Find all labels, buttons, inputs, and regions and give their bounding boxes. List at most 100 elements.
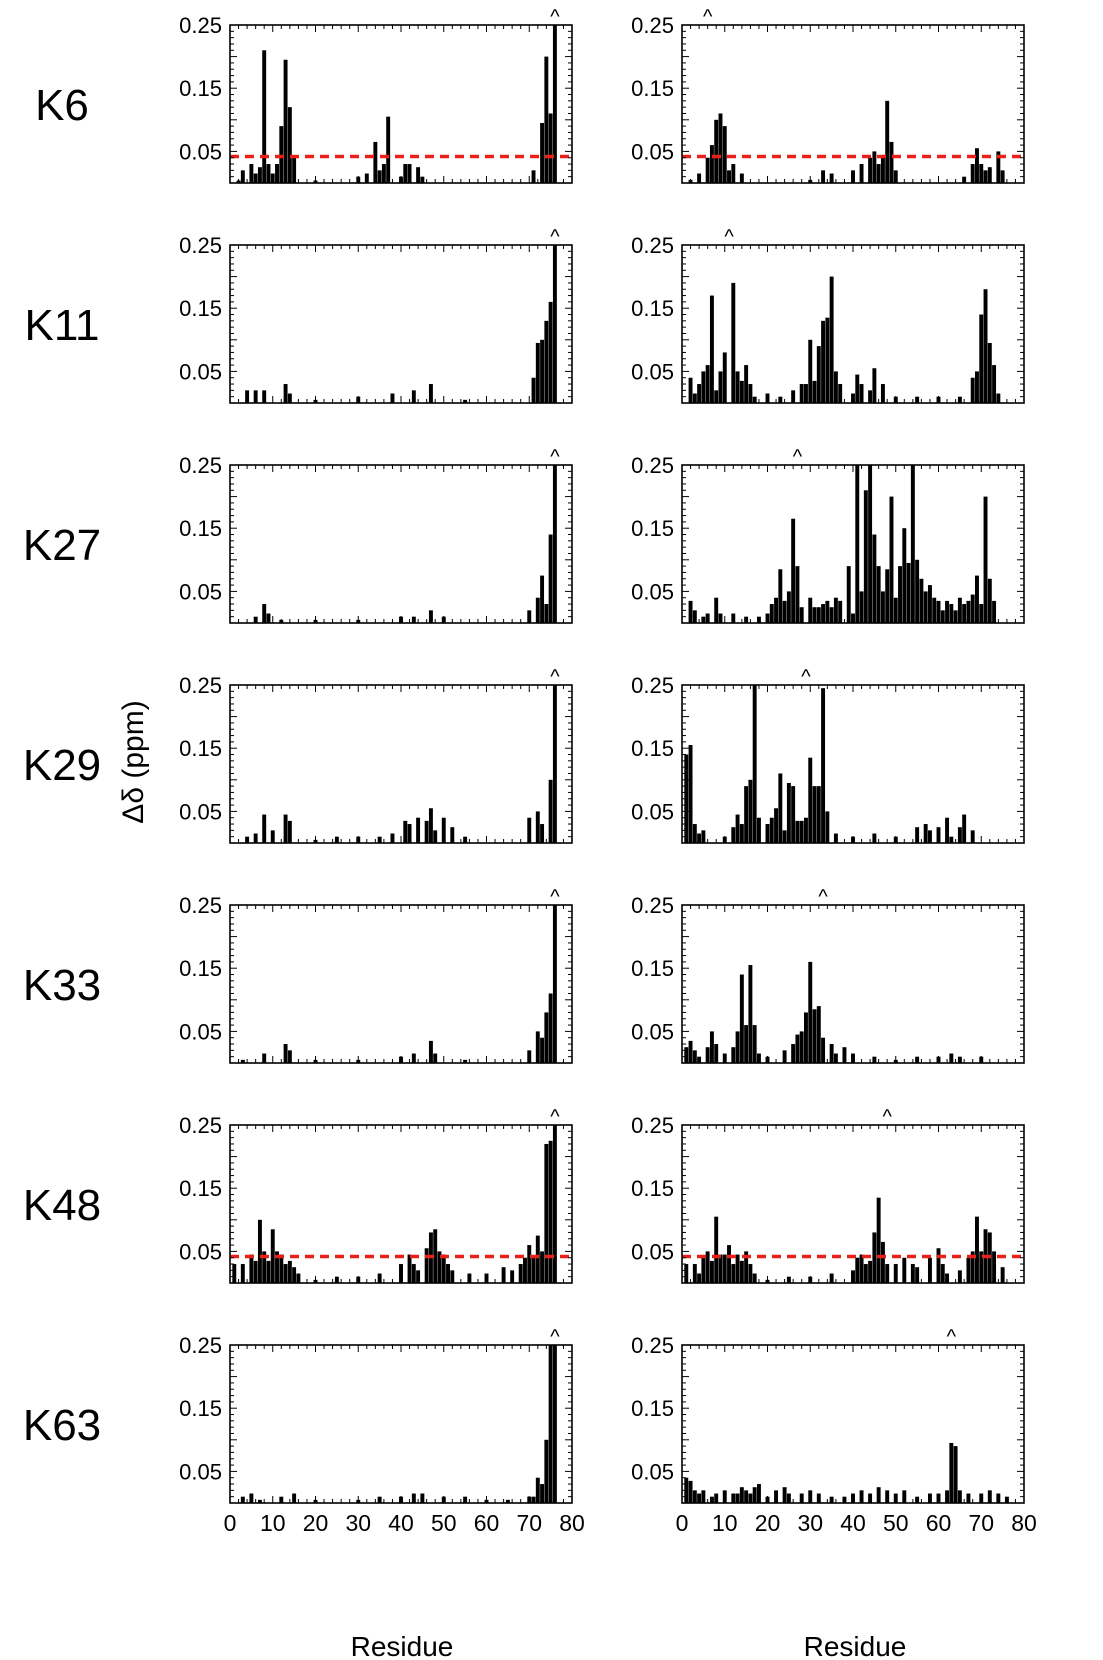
mutation-site-marker: ^: [703, 6, 713, 28]
bar-residue-27: [795, 1034, 800, 1063]
bar-residue-68: [518, 1264, 523, 1283]
bar-residue-9: [266, 1260, 271, 1283]
bar-residue-62: [945, 817, 950, 843]
bar-residue-2: [688, 745, 693, 843]
bar-residue-2: [688, 377, 693, 403]
bar-residue-46: [876, 1487, 881, 1503]
bar-residue-33: [821, 170, 826, 183]
bar-residue-66: [962, 814, 967, 843]
bar-residue-44: [868, 390, 873, 403]
bar-residue-37: [386, 116, 391, 183]
y-tick-label: 0.15: [179, 1176, 222, 1201]
chart-panel-k27-right: 0.25 0.15 0.05 ^: [631, 446, 1025, 624]
bar-residue-8: [262, 1251, 267, 1283]
bar-residue-63: [949, 1053, 954, 1063]
bar-residue-70: [979, 604, 984, 623]
bar-residue-28: [799, 820, 804, 843]
bar-residue-76: [552, 905, 557, 1063]
bar-residue-9: [266, 613, 271, 623]
bar-residue-2: [688, 1040, 693, 1063]
bar-residue-72: [987, 342, 992, 403]
bar-residue-12: [731, 1264, 736, 1283]
bar-residue-14: [739, 173, 744, 183]
x-axis-label-left: Residue: [351, 1631, 454, 1660]
bar-residue-70: [979, 164, 984, 183]
y-tick-label: 0.25: [179, 1113, 222, 1138]
bar-residue-55: [463, 399, 468, 403]
bar-residue-71: [983, 496, 988, 623]
bar-residue-36: [833, 1053, 838, 1063]
bar-residue-43: [411, 1264, 416, 1283]
y-tick-label: 0.05: [179, 799, 222, 824]
y-tick-label: 0.15: [631, 1176, 674, 1201]
bar-residue-44: [868, 465, 873, 623]
bar-residue-30: [808, 757, 813, 843]
bar-residue-15: [744, 616, 749, 623]
bar-residue-3: [240, 170, 245, 183]
bar-residue-52: [902, 528, 907, 623]
row-label-k33: K33: [23, 961, 101, 1010]
bar-residue-6: [705, 1047, 710, 1063]
bar-residue-47: [428, 808, 433, 843]
bar-residue-42: [859, 591, 864, 623]
bar-residue-65: [957, 1270, 962, 1283]
bar-residue-60: [936, 1248, 941, 1283]
bar-residue-14: [287, 393, 292, 403]
bar-residue-35: [829, 607, 834, 623]
chart-panel-k29-right: 0.25 0.15 0.05 ^: [631, 666, 1025, 844]
bar-residue-73: [540, 1484, 545, 1503]
bar-residue-8: [262, 50, 267, 183]
bar-residue-75: [548, 1140, 553, 1283]
bar-residue-71: [983, 289, 988, 403]
row-label-k48: K48: [23, 1181, 101, 1230]
bar-residue-31: [812, 607, 817, 623]
y-tick-label: 0.25: [631, 1113, 674, 1138]
bar-residue-45: [872, 368, 877, 403]
bar-residue-21: [769, 604, 774, 623]
mutation-site-marker: ^: [793, 446, 803, 468]
bar-residue-26: [791, 786, 796, 843]
bar-residue-69: [975, 371, 979, 403]
bar-residue-16: [748, 965, 753, 1063]
bar-residue-65: [957, 827, 962, 843]
bar-residue-56: [919, 578, 924, 623]
bar-residue-2: [688, 1480, 693, 1503]
bar-residue-3: [240, 1264, 245, 1283]
bar-residue-35: [377, 170, 382, 183]
bar-residue-32: [816, 786, 821, 843]
bar-residue-32: [816, 1493, 821, 1503]
chart-panel-k11-left: K11 0.25 0.15 0.05 ^: [24, 226, 573, 404]
bar-residue-45: [872, 1056, 877, 1063]
bar-residue-71: [531, 1496, 536, 1503]
plot-frame: [681, 1344, 1025, 1504]
bar-residue-8: [262, 604, 267, 623]
bar-residue-47: [880, 1241, 885, 1283]
y-tick-label: 0.25: [631, 13, 674, 38]
bar-residue-47: [880, 384, 885, 403]
bar-residue-23: [778, 396, 783, 403]
bar-residue-16: [748, 779, 753, 843]
bar-residue-15: [744, 1025, 749, 1063]
y-tick-label: 0.25: [631, 453, 674, 478]
bar-residue-42: [407, 824, 412, 843]
bar-residue-8: [714, 597, 719, 623]
bar-residue-75: [1000, 1267, 1005, 1283]
bar-residue-3: [692, 1050, 697, 1063]
mutation-site-marker: ^: [550, 6, 560, 28]
bar-residue-35: [829, 276, 834, 403]
bar-residue-18: [756, 1484, 761, 1503]
bar-residue-17: [752, 396, 757, 403]
bar-residue-34: [825, 317, 830, 403]
bar-residue-6: [253, 173, 258, 183]
x-tick-label: 70: [516, 1510, 542, 1536]
bar-residue-42: [407, 1254, 412, 1283]
bar-residue-55: [915, 396, 920, 403]
bar-residue-35: [377, 836, 382, 843]
bar-residue-36: [833, 371, 838, 403]
bar-residue-8: [262, 814, 267, 843]
bar-residue-15: [292, 1493, 297, 1503]
bar-residue-14: [287, 820, 292, 843]
bar-residue-41: [855, 1257, 860, 1283]
bar-residue-76: [552, 1125, 557, 1283]
bar-residue-47: [880, 157, 885, 183]
